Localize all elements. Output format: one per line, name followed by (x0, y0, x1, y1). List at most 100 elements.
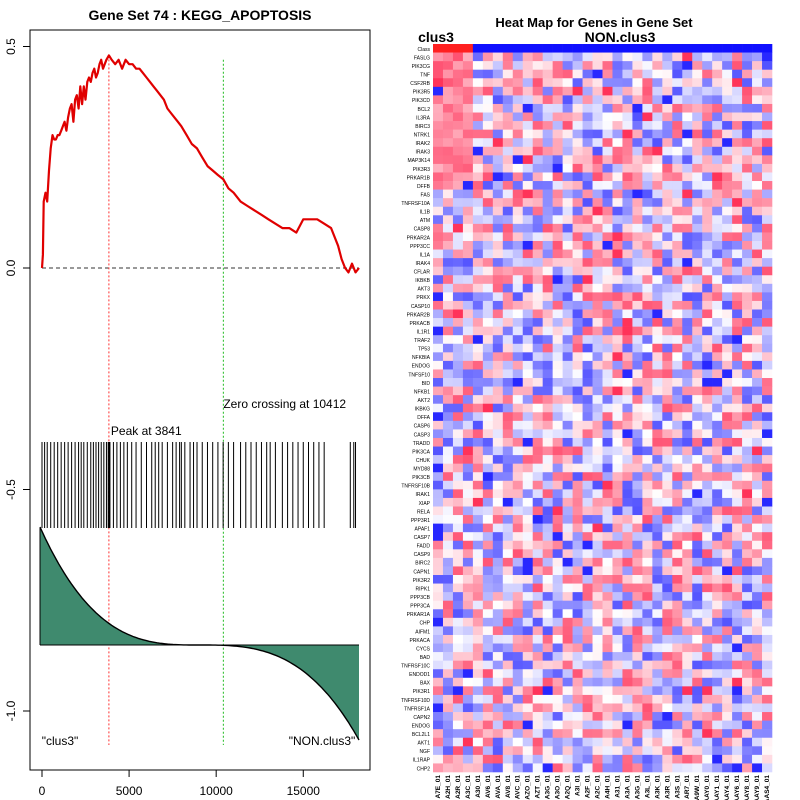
heatmap-cell (672, 412, 683, 422)
heatmap-cell (442, 660, 454, 670)
heatmap-cell (452, 318, 464, 327)
heatmap-cell (462, 326, 474, 336)
heatmap-cell (752, 532, 763, 542)
heatmap-cell (672, 403, 683, 413)
heatmap-cell (433, 395, 444, 405)
heatmap-cell (732, 600, 743, 610)
sample-label: A4H_01 (604, 775, 611, 799)
heatmap-cell (592, 138, 603, 148)
heatmap-cell (592, 163, 603, 173)
heatmap-cell (612, 215, 623, 225)
heatmap-cell (742, 532, 753, 542)
heatmap-cell (602, 181, 613, 190)
heatmap-cell (742, 712, 753, 721)
heatmap-cell (632, 129, 643, 139)
gene-label: BIRC2 (415, 561, 430, 567)
heatmap-cell (692, 78, 703, 88)
heatmap-cell (742, 335, 753, 345)
heatmap-cell (522, 181, 534, 190)
heatmap-cell (512, 592, 524, 602)
heatmap-cell (532, 112, 543, 122)
heatmap-cell (692, 240, 703, 250)
heatmap-cell (762, 557, 773, 567)
x-tick-label: 0 (39, 784, 46, 798)
heatmap-cell (762, 386, 773, 396)
heatmap-cell (602, 258, 613, 267)
heatmap-cell (532, 643, 543, 653)
heatmap-cell (712, 754, 723, 764)
heatmap-cell (732, 643, 743, 653)
heatmap-cell (702, 121, 713, 130)
heatmap-cell (672, 669, 683, 679)
heatmap-cell (662, 343, 673, 353)
heatmap-cell (672, 720, 683, 730)
heatmap-cell (602, 343, 613, 353)
heatmap-cell (502, 395, 514, 405)
heatmap-cell (592, 249, 603, 259)
heatmap-cell (492, 694, 504, 704)
heatmap-cell (642, 566, 653, 576)
heatmap-cell (592, 506, 603, 516)
heatmap-cell (742, 609, 753, 619)
heatmap-cell (642, 455, 653, 464)
heatmap-cell (692, 634, 703, 644)
heatmap-cell (452, 515, 464, 524)
heatmap-cell (572, 506, 583, 516)
heatmap-cell (582, 652, 593, 661)
heatmap-cell (512, 181, 524, 190)
heatmap-cell (762, 138, 773, 148)
heatmap-cell (662, 412, 673, 422)
heatmap-cell (512, 463, 524, 473)
heatmap-cell (742, 455, 753, 464)
heatmap-cell (662, 95, 673, 105)
heatmap-cell (582, 360, 593, 370)
heatmap-cell (482, 266, 494, 276)
heatmap-cell (522, 463, 534, 473)
heatmap-cell (752, 575, 763, 584)
heatmap-cell (702, 532, 713, 542)
heatmap-cell (562, 617, 573, 627)
heatmap-cell (572, 720, 583, 730)
heatmap-cell (542, 138, 553, 148)
heatmap-cell (692, 686, 703, 696)
heatmap-cell (492, 112, 504, 122)
heatmap-cell (702, 129, 713, 139)
heatmap-cell (592, 737, 603, 747)
heatmap-cell (492, 386, 504, 396)
heatmap-cell (632, 686, 643, 696)
heatmap-cell (702, 506, 713, 516)
heatmap-cell (562, 352, 573, 362)
heatmap-cell (512, 455, 524, 464)
heatmap-cell (632, 617, 643, 627)
heatmap-cell (542, 609, 553, 619)
heatmap-cell (442, 729, 454, 739)
heatmap-cell (612, 300, 623, 310)
heatmap-cell (712, 292, 723, 302)
heatmap-cell (712, 617, 723, 627)
x-tick-label: 10000 (199, 784, 233, 798)
heatmap-cell (632, 634, 643, 644)
heatmap-cell (612, 677, 623, 687)
heatmap-cell (472, 138, 484, 148)
heatmap-cell (462, 609, 474, 619)
heatmap-cell (572, 515, 583, 524)
heatmap-cell (632, 720, 643, 730)
heatmap-cell (702, 712, 713, 721)
heatmap-cell (522, 746, 534, 756)
heatmap-cell (462, 600, 474, 610)
heatmap-cell (472, 369, 484, 379)
heatmap-cell (612, 455, 623, 464)
gene-label: TNFRSF1A (404, 706, 431, 712)
heatmap-cell (662, 540, 673, 550)
gene-label: CHP2 (417, 766, 431, 772)
heatmap-cell (512, 677, 524, 687)
heatmap-cell (722, 326, 733, 336)
heatmap-cell (612, 198, 623, 208)
heatmap-cell (592, 720, 603, 730)
heatmap-cell (722, 497, 733, 507)
heatmap-cell (702, 429, 713, 439)
heatmap-cell (502, 557, 514, 567)
heatmap-cell (662, 121, 673, 130)
heatmap-cell (702, 232, 713, 242)
heatmap-cell (492, 515, 504, 524)
